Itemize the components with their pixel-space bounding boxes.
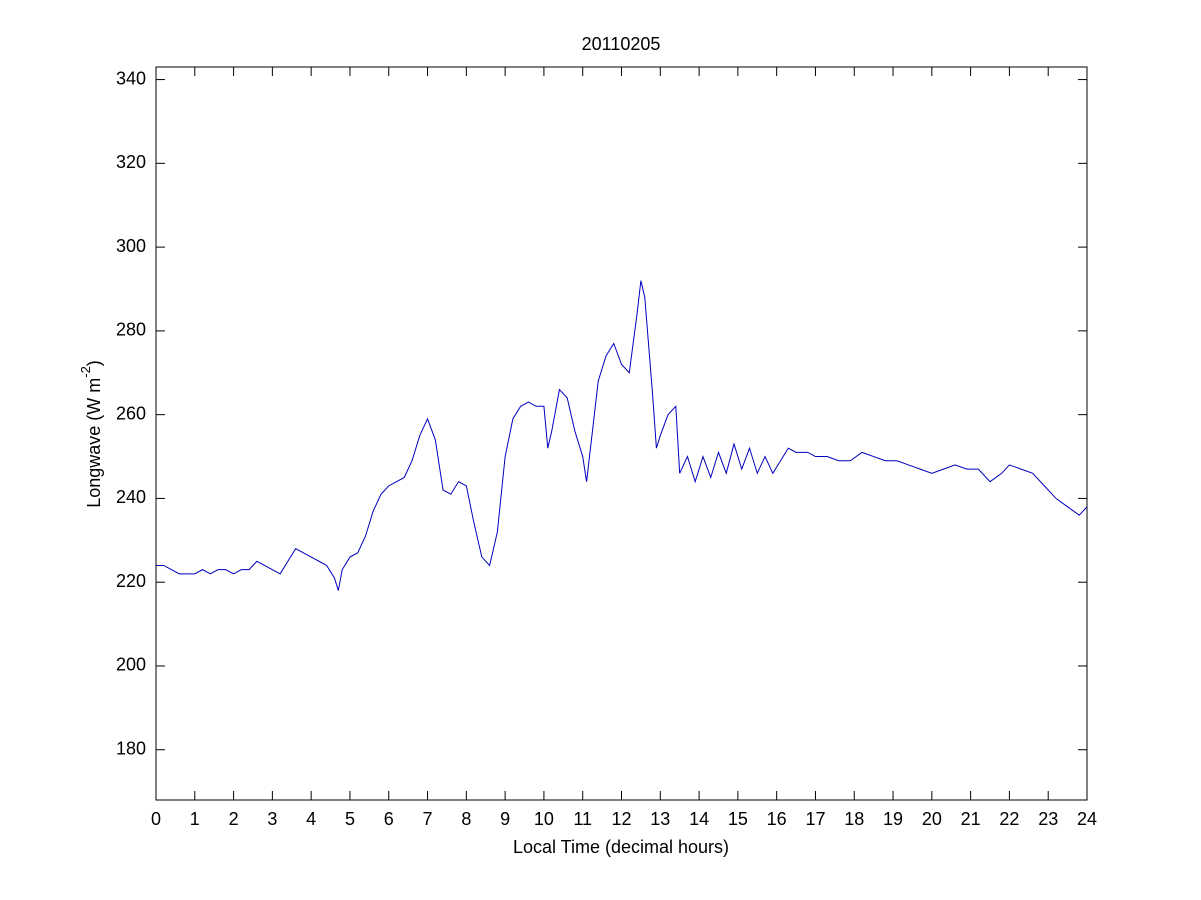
y-tick-label: 240 — [116, 487, 146, 507]
x-tick-label: 22 — [999, 809, 1019, 829]
x-tick-label: 1 — [190, 809, 200, 829]
y-tick-label: 300 — [116, 236, 146, 256]
y-tick-label: 280 — [116, 320, 146, 340]
x-tick-label: 14 — [689, 809, 709, 829]
y-tick-label: 260 — [116, 403, 146, 423]
x-tick-label: 13 — [650, 809, 670, 829]
y-tick-label: 320 — [116, 152, 146, 172]
x-tick-label: 12 — [611, 809, 631, 829]
x-tick-label: 19 — [883, 809, 903, 829]
x-tick-label: 18 — [844, 809, 864, 829]
x-tick-label: 20 — [922, 809, 942, 829]
plot-frame — [155, 66, 1088, 801]
y-axis-label-sup: -2 — [78, 366, 93, 378]
y-axis-label: Longwave (W m-2) — [78, 360, 103, 508]
y-axis-label-end: ) — [84, 360, 104, 366]
x-tick-label: 10 — [534, 809, 554, 829]
y-tick-label: 340 — [116, 68, 146, 88]
x-tick-label: 5 — [345, 809, 355, 829]
x-tick-label: 4 — [306, 809, 316, 829]
x-tick-label: 23 — [1038, 809, 1058, 829]
x-tick-label: 0 — [151, 809, 161, 829]
y-tick-label: 200 — [116, 655, 146, 675]
y-tick-label: 220 — [116, 571, 146, 591]
x-tick-label: 21 — [961, 809, 981, 829]
chart-title: 20110205 — [582, 34, 661, 54]
x-tick-label: 6 — [384, 809, 394, 829]
x-tick-label: 24 — [1077, 809, 1097, 829]
y-axis-label-text: Longwave (W m — [84, 378, 104, 508]
x-tick-label: 11 — [573, 809, 592, 829]
x-tick-label: 15 — [728, 809, 748, 829]
x-tick-label: 9 — [500, 809, 510, 829]
x-axis-label: Local Time (decimal hours) — [513, 837, 729, 857]
x-tick-label: 16 — [767, 809, 787, 829]
x-tick-label: 17 — [805, 809, 825, 829]
x-tick-label: 3 — [267, 809, 277, 829]
x-tick-label: 8 — [461, 809, 471, 829]
y-tick-label: 180 — [116, 738, 146, 758]
x-tick-label: 7 — [423, 809, 433, 829]
x-tick-label: 2 — [229, 809, 239, 829]
data-line — [156, 280, 1088, 591]
